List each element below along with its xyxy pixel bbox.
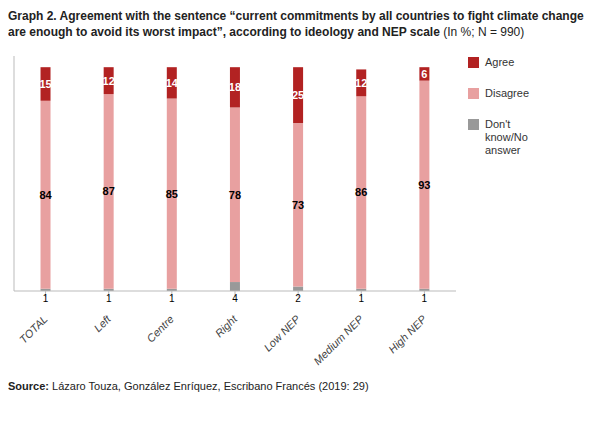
svg-text:1: 1	[43, 293, 49, 304]
svg-text:15: 15	[39, 78, 51, 90]
svg-text:93: 93	[418, 179, 430, 191]
html-text:Source: Lázaro Touza, González: Source: Lázaro Touza, González Enríquez,…	[8, 380, 369, 392]
svg-text:86: 86	[355, 186, 367, 198]
svg-text:2: 2	[295, 293, 301, 304]
svg-text:TOTAL: TOTAL	[17, 313, 50, 346]
svg-text:6: 6	[421, 68, 427, 80]
svg-text:1: 1	[169, 293, 175, 304]
svg-text:4: 4	[232, 293, 238, 304]
svg-text:Medium NEP: Medium NEP	[311, 312, 366, 367]
svg-text:84: 84	[39, 189, 52, 201]
svg-text:1: 1	[422, 293, 428, 304]
html-text:Don't know/No answer: Don't know/No answer	[485, 118, 528, 156]
html-text:Graph 2. Agreement with the se: Graph 2. Agreement with the sentence “cu…	[8, 9, 584, 39]
svg-text:87: 87	[103, 185, 115, 197]
html-text:Agree: Agree	[485, 56, 515, 68]
svg-text:78: 78	[229, 189, 241, 201]
svg-text:25: 25	[292, 89, 304, 101]
svg-text:1: 1	[358, 293, 364, 304]
svg-text:High NEP: High NEP	[386, 312, 429, 355]
svg-text:73: 73	[292, 199, 304, 211]
svg-text:18: 18	[229, 81, 241, 93]
svg-text:85: 85	[166, 188, 178, 200]
svg-text:1: 1	[106, 293, 112, 304]
svg-text:Low NEP: Low NEP	[261, 312, 302, 353]
svg-text:12: 12	[103, 75, 115, 87]
html-text:Disagree: Disagree	[485, 87, 529, 99]
svg-text:Centre: Centre	[144, 313, 176, 345]
svg-text:12: 12	[355, 77, 367, 89]
svg-text:Right: Right	[213, 312, 240, 339]
svg-text:Left: Left	[91, 312, 113, 334]
svg-text:14: 14	[166, 77, 179, 89]
